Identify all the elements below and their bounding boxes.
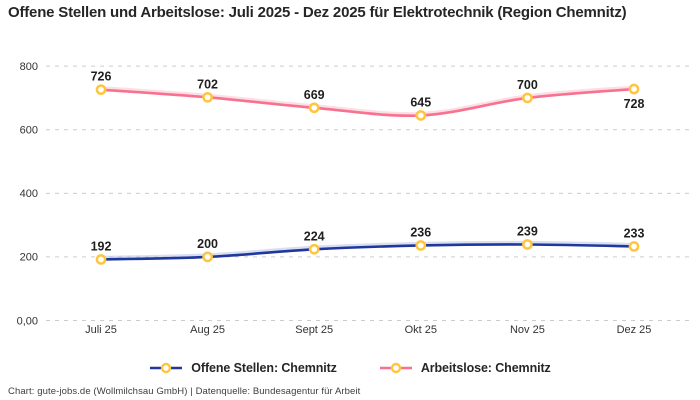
series-line [99,87,636,117]
series-line-glow [100,85,635,117]
legend-label: Arbeitslose: Chemnitz [420,361,551,375]
data-point-label: 192 [91,239,112,253]
x-axis-tick-label: Aug 25 [190,324,225,336]
y-axis-tick-label: 600 [20,125,38,137]
series-line [99,243,636,261]
y-axis-tick-label: 400 [20,188,38,200]
chart-footer-attribution: Chart: gute-jobs.de (Wollmilchsau GmbH) … [8,386,361,397]
y-axis-tick-label: 200 [20,252,38,264]
y-axis-tick-label: 800 [20,61,38,73]
x-axis-tick-label: Juli 25 [85,324,117,336]
x-axis-tick-label: Dez 25 [617,324,652,336]
data-point-marker[interactable] [415,110,427,121]
data-point-label: 224 [304,229,325,243]
data-point-label: 728 [624,97,645,111]
data-point-marker[interactable] [415,240,427,251]
data-point-marker[interactable] [308,102,320,114]
data-point-marker[interactable] [628,241,640,252]
legend-item-offene-stellen[interactable]: Offene Stellen: Chemnitz [149,361,337,375]
data-point-label: 726 [91,70,112,84]
data-point-marker[interactable] [628,83,640,95]
x-axis-tick-label: Nov 25 [510,324,545,336]
chart-title: Offene Stellen und Arbeitslose: Juli 202… [8,4,627,21]
data-point-label: 700 [517,78,538,92]
y-axis-tick-label: 0,00 [17,315,38,327]
data-point-marker[interactable] [522,239,533,250]
data-point-marker[interactable] [522,92,533,104]
data-point-marker[interactable] [202,91,213,103]
data-point-label: 645 [410,95,431,109]
line-chart-plot-area: 0,00 200 400 600 800 Juli 25 Aug 25 Sept 25 Okt … [17,61,692,336]
data-point-label: 200 [197,237,218,251]
data-point-label: 239 [517,225,538,239]
data-point-label: 702 [197,77,218,91]
data-point-marker[interactable] [95,254,107,265]
legend-label: Offene Stellen: Chemnitz [191,361,337,375]
legend-swatch-line-marker-icon [379,362,412,374]
legend-item-arbeitslose[interactable]: Arbeitslose: Chemnitz [379,361,551,375]
chart-legend: Offene Stellen: Chemnitz Arbeitslose: Ch… [0,358,700,378]
series-line-glow [100,240,635,260]
data-point-marker[interactable] [308,243,320,255]
x-axis-tick-label: Sept 25 [295,324,333,336]
data-point-marker[interactable] [202,251,213,263]
data-point-marker[interactable] [95,84,107,96]
data-point-label: 236 [410,225,431,239]
data-point-label: 669 [304,88,325,102]
x-axis-tick-label: Okt 25 [405,324,437,336]
legend-swatch-line-marker-icon [150,362,183,374]
data-point-label: 233 [624,226,645,240]
